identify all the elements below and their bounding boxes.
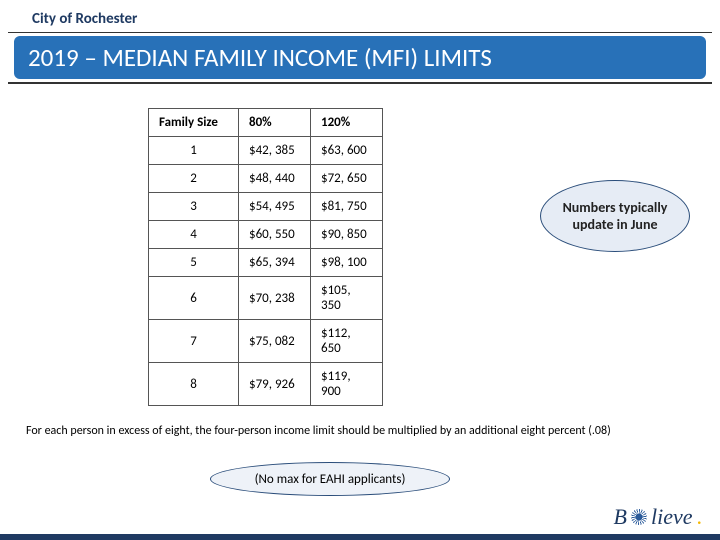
- cell-80: $42, 385: [239, 137, 311, 165]
- table-row: 6$70, 238$105, 350: [149, 277, 383, 320]
- footer-bar: [0, 534, 720, 540]
- cell-80: $70, 238: [239, 277, 311, 320]
- cell-family-size: 1: [149, 137, 239, 165]
- cell-family-size: 5: [149, 249, 239, 277]
- table-row: 8$79, 926$119, 900: [149, 363, 383, 406]
- eahi-note-bubble: (No max for EAHI applicants): [210, 462, 450, 496]
- logo-text-left: B: [614, 504, 627, 530]
- content-area: Family Size 80% 120% 1$42, 385$63, 600 2…: [0, 90, 720, 496]
- cell-family-size: 2: [149, 165, 239, 193]
- cell-80: $79, 926: [239, 363, 311, 406]
- cell-120: $98, 100: [311, 249, 383, 277]
- table-row: 4$60, 550$90, 850: [149, 221, 383, 249]
- table-row: 1$42, 385$63, 600: [149, 137, 383, 165]
- cell-family-size: 7: [149, 320, 239, 363]
- table-row: 2$48, 440$72, 650: [149, 165, 383, 193]
- table-row: 5$65, 394$98, 100: [149, 249, 383, 277]
- table-body: 1$42, 385$63, 600 2$48, 440$72, 650 3$54…: [149, 137, 383, 406]
- cell-120: $105, 350: [311, 277, 383, 320]
- cell-family-size: 3: [149, 193, 239, 221]
- page-title: 2019 – MEDIAN FAMILY INCOME (MFI) LIMITS: [14, 36, 706, 79]
- logo-burst-icon: [631, 509, 647, 525]
- cell-80: $54, 495: [239, 193, 311, 221]
- header-city: City of Rochester: [0, 0, 720, 32]
- cell-family-size: 6: [149, 277, 239, 320]
- cell-120: $119, 900: [311, 363, 383, 406]
- update-callout: Numbers typically update in June: [540, 180, 690, 252]
- footnote-text: For each person in excess of eight, the …: [26, 424, 720, 438]
- cell-120: $81, 750: [311, 193, 383, 221]
- col-80pct: 80%: [239, 109, 311, 137]
- cell-80: $75, 082: [239, 320, 311, 363]
- cell-family-size: 4: [149, 221, 239, 249]
- table-header-row: Family Size 80% 120%: [149, 109, 383, 137]
- title-bar-container: 2019 – MEDIAN FAMILY INCOME (MFI) LIMITS: [8, 32, 712, 84]
- logo-dot: .: [697, 504, 703, 530]
- col-family-size: Family Size: [149, 109, 239, 137]
- cell-80: $65, 394: [239, 249, 311, 277]
- table-row: 7$75, 082$112, 650: [149, 320, 383, 363]
- cell-80: $60, 550: [239, 221, 311, 249]
- cell-family-size: 8: [149, 363, 239, 406]
- mfi-table: Family Size 80% 120% 1$42, 385$63, 600 2…: [148, 108, 383, 406]
- cell-80: $48, 440: [239, 165, 311, 193]
- cell-120: $63, 600: [311, 137, 383, 165]
- cell-120: $90, 850: [311, 221, 383, 249]
- logo-text-right: lieve: [651, 504, 693, 530]
- cell-120: $72, 650: [311, 165, 383, 193]
- cell-120: $112, 650: [311, 320, 383, 363]
- col-120pct: 120%: [311, 109, 383, 137]
- believe-logo: Blieve.: [614, 504, 702, 530]
- table-row: 3$54, 495$81, 750: [149, 193, 383, 221]
